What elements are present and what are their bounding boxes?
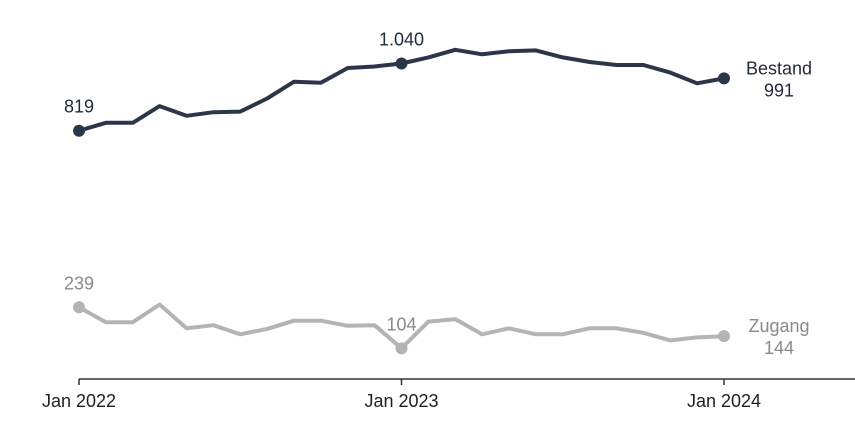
data-label-zugang: 239	[64, 273, 94, 293]
series-name-label-zugang: Zugang	[748, 316, 809, 336]
data-label-bestand: 1.040	[379, 29, 424, 49]
series-points	[73, 57, 730, 355]
series-lines	[77, 47, 726, 351]
x-tick-label: Jan 2024	[687, 391, 761, 411]
data-point-bestand	[718, 72, 730, 85]
series-end-value-zugang: 144	[764, 338, 794, 358]
data-point-bestand	[395, 57, 408, 70]
x-tick-label: Jan 2022	[42, 391, 116, 411]
data-point-zugang	[718, 330, 730, 343]
data-label-zugang: 104	[386, 314, 416, 334]
data-point-zugang	[73, 301, 85, 314]
x-tick-label: Jan 2023	[364, 391, 438, 411]
data-label-bestand: 819	[64, 97, 94, 117]
series-name-label-bestand: Bestand	[746, 58, 812, 78]
data-point-bestand	[73, 124, 85, 137]
series-end-value-bestand: 991	[764, 80, 794, 100]
data-point-zugang	[395, 342, 408, 355]
x-axis: Jan 2022 Jan 2023 Jan 2024	[42, 378, 855, 411]
